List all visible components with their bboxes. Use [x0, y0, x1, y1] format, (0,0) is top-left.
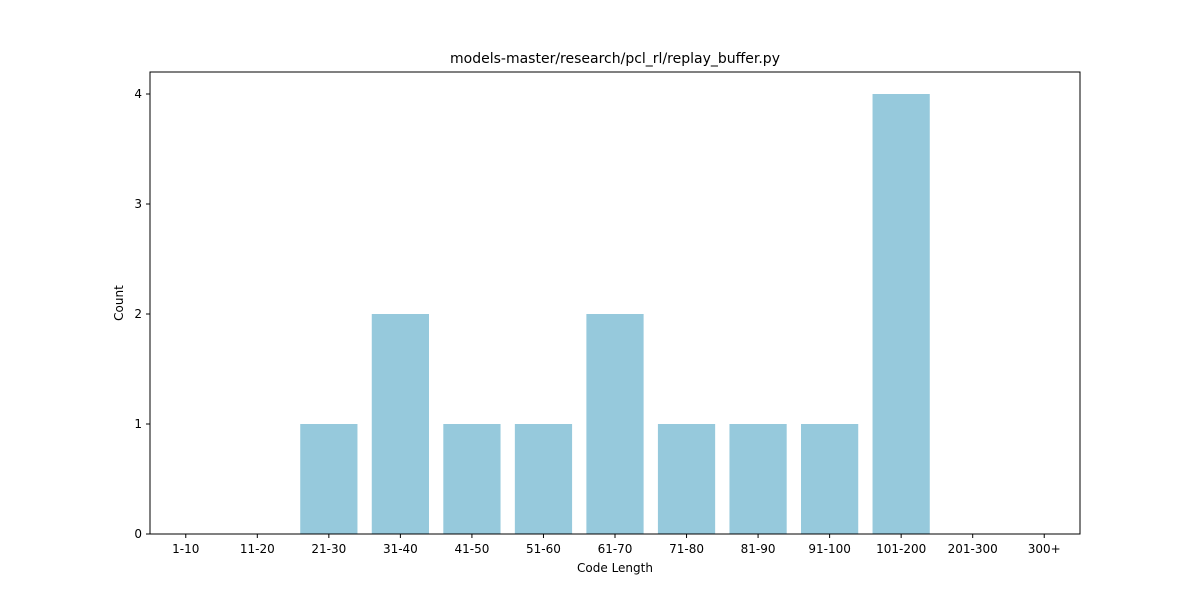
bars-layer	[300, 94, 930, 534]
x-tick-label-300+: 300+	[1028, 542, 1061, 556]
y-tick-label-0: 0	[134, 527, 142, 541]
x-tick-label-201-300: 201-300	[948, 542, 998, 556]
bar-31-40	[371, 314, 429, 534]
y-tick-label-4: 4	[134, 87, 142, 101]
x-axis-label: Code Length	[577, 561, 653, 575]
chart-title: models-master/research/pcl_rl/replay_buf…	[450, 51, 780, 67]
x-tick-label-1-10: 1-10	[172, 542, 199, 556]
x-tick-label-21-30: 21-30	[311, 542, 346, 556]
x-tick-label-91-100: 91-100	[808, 542, 851, 556]
y-tick-label-2: 2	[134, 307, 142, 321]
bar-101-200	[872, 94, 930, 534]
x-axis: 1-10 11-20 21-30 31-40 41-50 51-60 61-70 71-80 8…	[172, 534, 1061, 556]
x-tick-label-101-200: 101-200	[876, 542, 926, 556]
x-tick-label-81-90: 81-90	[741, 542, 776, 556]
x-tick-label-31-40: 31-40	[383, 542, 418, 556]
bar-41-50	[443, 424, 501, 534]
bar-81-90	[729, 424, 787, 534]
bar-91-100	[801, 424, 859, 534]
x-tick-label-11-20: 11-20	[240, 542, 275, 556]
bar-71-80	[657, 424, 716, 534]
x-tick-label-71-80: 71-80	[669, 542, 704, 556]
y-tick-label-1: 1	[134, 417, 142, 431]
x-tick-label-41-50: 41-50	[454, 542, 489, 556]
x-tick-label-51-60: 51-60	[526, 542, 561, 556]
y-axis: 0 1 2 3 4	[134, 87, 150, 541]
y-tick-label-3: 3	[134, 197, 142, 211]
bar-51-60	[514, 424, 573, 534]
bar-61-70	[586, 314, 644, 534]
y-axis-label: Count	[112, 285, 126, 321]
plot-frame	[149, 71, 1081, 535]
bar-21-30	[300, 424, 358, 534]
x-tick-label-61-70: 61-70	[598, 542, 633, 556]
